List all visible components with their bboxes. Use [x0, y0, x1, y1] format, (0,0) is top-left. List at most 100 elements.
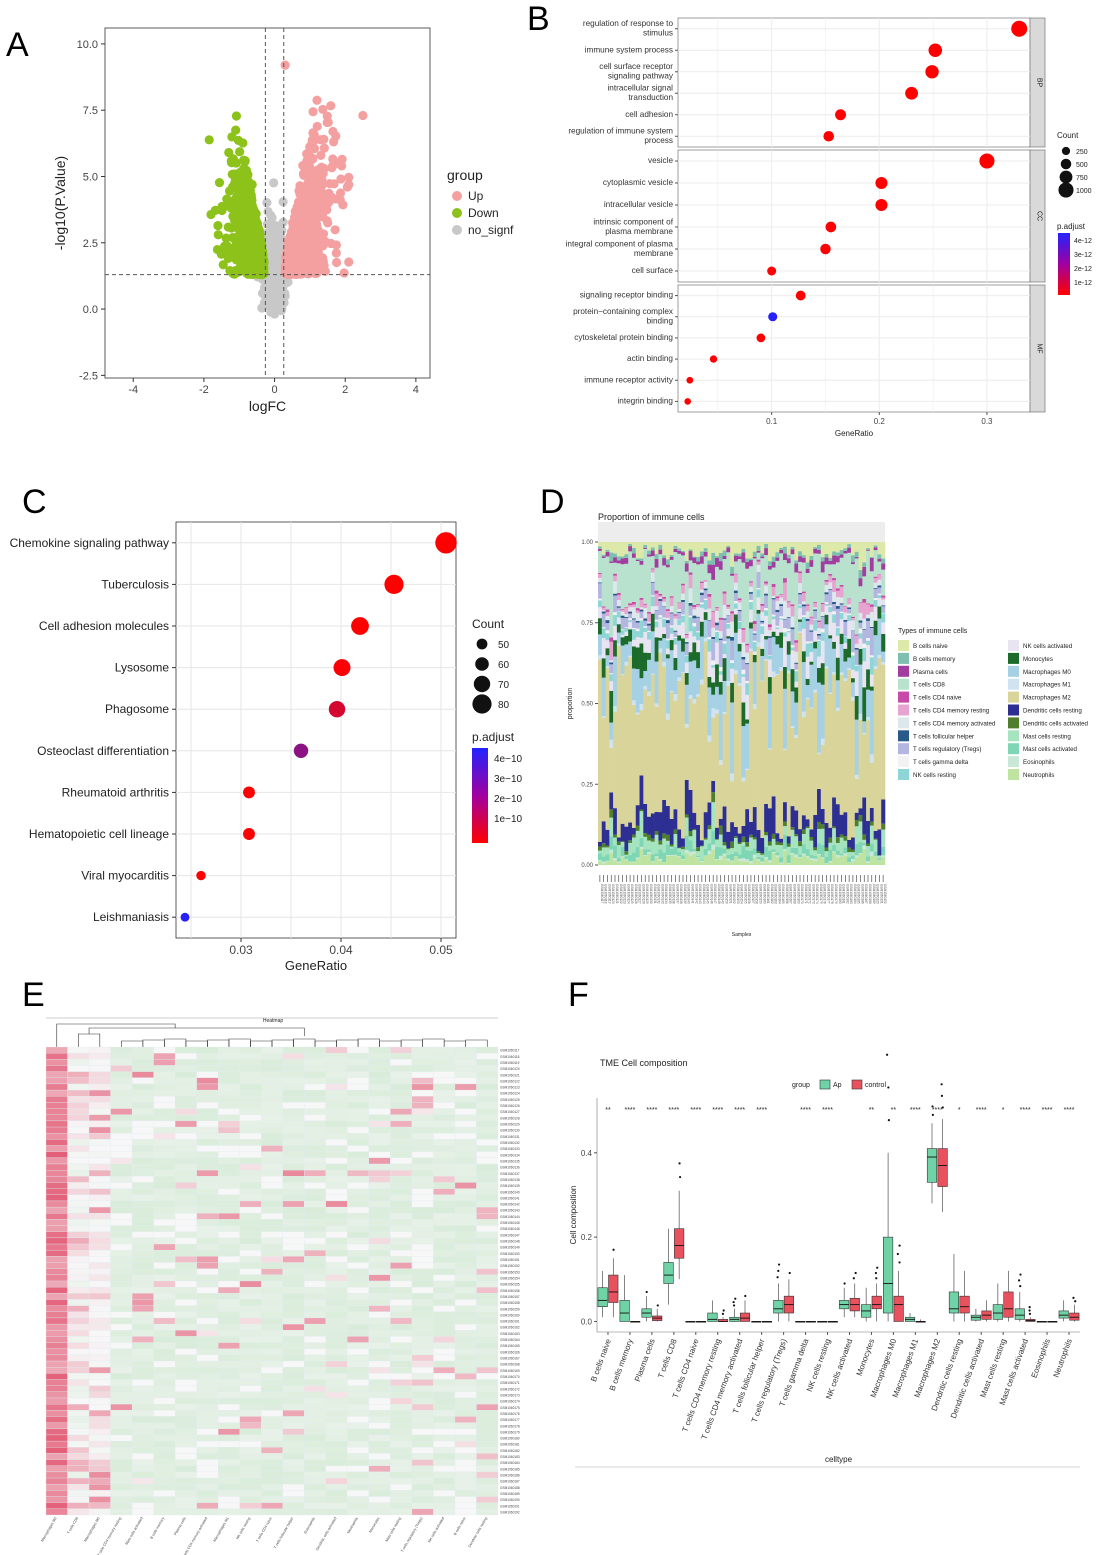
bar-segment	[718, 694, 723, 761]
heat-cell	[390, 1071, 413, 1078]
heat-cell	[131, 1237, 154, 1245]
bar-segment	[677, 609, 682, 612]
bar-segment	[669, 849, 674, 856]
bar-segment	[824, 624, 829, 667]
bar-segment	[835, 707, 840, 711]
bar-segment	[786, 558, 791, 564]
bar-segment	[869, 557, 874, 572]
heat-cell	[390, 1176, 413, 1183]
bar-segment	[817, 640, 822, 657]
heat-cell	[174, 1182, 197, 1189]
bar-segment	[817, 621, 822, 629]
bar-segment	[745, 561, 750, 569]
bar-segment	[794, 572, 799, 641]
color-label: 4e-12	[1074, 238, 1092, 245]
heat-cell	[239, 1133, 262, 1140]
term-dot	[905, 86, 918, 100]
bar-segment	[805, 819, 810, 827]
bar-segment	[613, 834, 618, 838]
bar-segment	[881, 651, 886, 662]
bar-segment	[647, 659, 652, 692]
heat-cell	[411, 1120, 434, 1128]
bar-segment	[881, 661, 886, 665]
bar-segment	[665, 654, 671, 659]
bar-segment	[749, 863, 754, 865]
heat-cell	[131, 1176, 154, 1183]
heat-cell	[433, 1219, 456, 1226]
heat-cell	[476, 1188, 499, 1195]
x-tick-label: GSM1060168	[792, 884, 796, 904]
bar-segment	[609, 809, 614, 818]
bar-segment	[775, 857, 780, 865]
bar-segment	[858, 808, 863, 816]
bar-segment	[628, 607, 633, 612]
bar-segment	[673, 657, 678, 671]
bar-segment	[817, 829, 822, 844]
heat-cell	[110, 1213, 133, 1220]
bar-segment	[598, 578, 603, 583]
gene-point	[269, 267, 280, 277]
size-label: 80	[498, 700, 510, 711]
bar-segment	[715, 607, 720, 611]
heat-cell	[153, 1126, 176, 1134]
bar-segment	[616, 599, 621, 607]
bar-segment	[665, 617, 671, 621]
bar-segment	[733, 601, 739, 604]
bar-segment	[749, 609, 754, 623]
bar-segment	[835, 562, 840, 589]
bar-segment	[805, 568, 810, 574]
bar-segment	[843, 840, 848, 848]
gene-point	[212, 244, 223, 255]
heat-cell	[218, 1071, 240, 1078]
bar-segment	[598, 841, 603, 847]
bar-segment	[669, 554, 674, 557]
bar-segment	[688, 661, 693, 696]
heat-cell	[45, 1077, 68, 1085]
bar-segment	[809, 631, 814, 642]
bar-segment	[669, 613, 674, 626]
bar-segment	[869, 571, 874, 605]
term-dot	[756, 333, 766, 343]
term-label: vesicle	[648, 156, 673, 165]
heat-cell	[110, 1046, 133, 1054]
bar-segment	[877, 855, 882, 856]
heat-cell	[153, 1065, 176, 1072]
bar-segment	[835, 857, 840, 865]
bar-segment	[809, 664, 814, 708]
bar-segment	[726, 638, 731, 681]
x-tick-label: -4	[128, 384, 138, 396]
bar-segment	[605, 633, 610, 641]
heat-cell	[368, 1053, 391, 1060]
bar-segment	[605, 854, 610, 861]
heat-cell	[218, 1089, 240, 1097]
bar-segment	[669, 650, 674, 691]
heat-cell	[110, 1089, 133, 1097]
panel-a-volcano: -4 -2 0 2 4-2.50.02.55.07.510.0logFC-log10(P…	[52, 27, 514, 414]
heat-cell	[368, 1188, 391, 1195]
bar-segment	[654, 621, 659, 628]
bar-segment	[881, 799, 886, 824]
bar-segment	[767, 569, 773, 625]
bar-segment	[643, 686, 648, 690]
heat-cell	[88, 1108, 111, 1115]
heat-cell	[45, 1065, 68, 1072]
bar-segment	[771, 671, 776, 678]
bar-segment	[654, 834, 659, 854]
heat-cell	[304, 1219, 326, 1226]
bar-segment	[658, 860, 663, 865]
panel-letter-f: F	[568, 976, 589, 1014]
bar-segment	[783, 553, 788, 561]
bar-segment	[881, 856, 886, 865]
bar-segment	[809, 641, 814, 643]
heat-cell	[88, 1225, 111, 1232]
bar-segment	[598, 572, 603, 574]
heat-cell	[433, 1046, 456, 1054]
bar-segment	[869, 821, 874, 826]
bar-segment	[681, 672, 686, 674]
heat-cell	[476, 1102, 499, 1109]
bar-segment	[866, 640, 871, 646]
heat-cell	[110, 1237, 133, 1245]
heat-cell	[304, 1194, 326, 1202]
gene-point	[252, 235, 262, 245]
bar-segment	[817, 633, 822, 636]
